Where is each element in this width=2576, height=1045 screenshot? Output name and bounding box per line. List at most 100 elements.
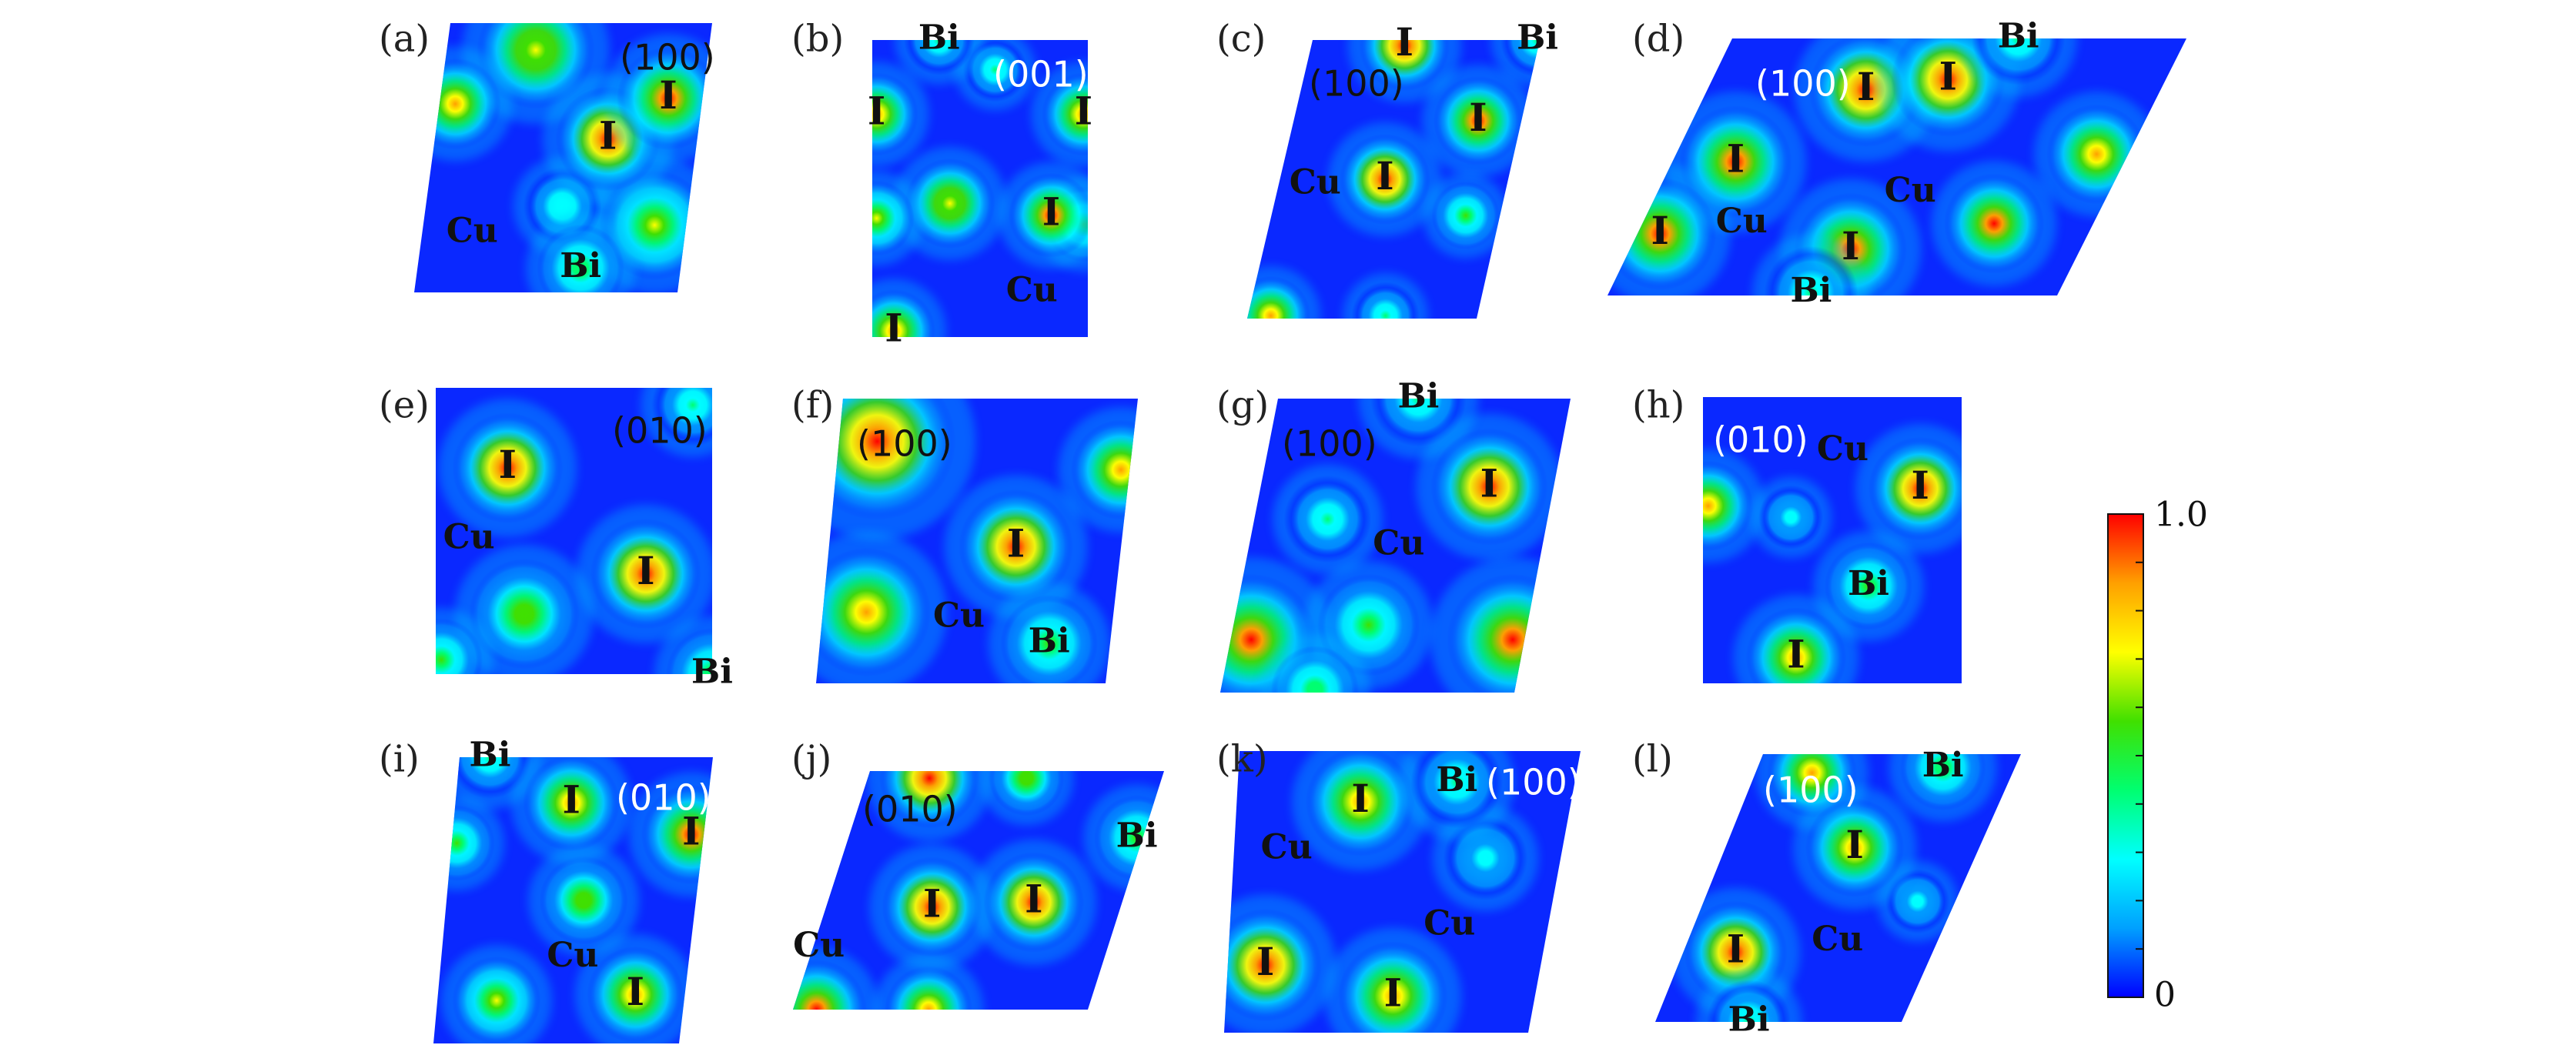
density-peak bbox=[1868, 436, 1962, 541]
atom-label-i: I bbox=[1480, 461, 1498, 506]
density-peak bbox=[1042, 72, 1088, 156]
atom-label-i: I bbox=[1845, 822, 1863, 867]
panel-label-e: (e) bbox=[379, 384, 430, 427]
atom-label-i: I bbox=[1469, 95, 1487, 140]
atom-label-i: I bbox=[885, 305, 902, 350]
density-peak bbox=[872, 289, 936, 337]
density-contours-e bbox=[436, 388, 712, 674]
density-contours-g bbox=[1220, 399, 1571, 693]
density-peak bbox=[1805, 798, 1905, 897]
atom-label-cu: Cu bbox=[1885, 171, 1936, 210]
density-peak bbox=[983, 852, 1084, 953]
atom-label-cu: Cu bbox=[1006, 271, 1058, 310]
atom-label-i: I bbox=[562, 777, 580, 823]
atom-label-bi: Bi bbox=[1848, 564, 1889, 603]
plane-label-e: (010) bbox=[612, 410, 708, 452]
atom-label-cu: Cu bbox=[1261, 828, 1313, 867]
density-peak bbox=[885, 965, 973, 1010]
panel-label-i: (i) bbox=[379, 738, 420, 781]
atom-label-bi: Bi bbox=[560, 246, 601, 285]
panel-l: (l) (100) Bi I Cu I Bi bbox=[1632, 738, 2021, 1040]
density-peak bbox=[1410, 751, 1504, 829]
plane-label-i: (010) bbox=[616, 777, 711, 819]
atom-label-bi: Bi bbox=[1436, 760, 1477, 800]
density-peak bbox=[1306, 751, 1416, 856]
density-peak bbox=[903, 40, 975, 75]
density-peak bbox=[1706, 980, 1791, 1022]
atom-label-cu: Cu bbox=[933, 596, 985, 635]
atom-label-bi: Bi bbox=[470, 736, 511, 775]
atom-label-i: I bbox=[1007, 520, 1025, 566]
plane-label-g: (100) bbox=[1282, 423, 1377, 465]
density-contours-a bbox=[414, 23, 712, 292]
density-contours-k bbox=[1224, 751, 1539, 1033]
atom-label-cu: Cu bbox=[443, 518, 495, 557]
density-peak bbox=[1283, 475, 1372, 563]
atom-label-cu: Cu bbox=[1817, 429, 1868, 469]
atom-label-i: I bbox=[659, 72, 677, 118]
panel-g: (g) (100) Bi I Cu bbox=[1216, 377, 1571, 693]
panel-label-c: (c) bbox=[1216, 18, 1266, 61]
density-peak bbox=[590, 519, 701, 629]
density-peak bbox=[539, 856, 628, 945]
density-contours-h bbox=[1703, 424, 1962, 683]
density-peak bbox=[617, 47, 712, 150]
density-peak bbox=[1500, 40, 1540, 78]
density-peak bbox=[872, 72, 918, 156]
panel-j: (j) (010) Bi I I Cu bbox=[791, 738, 1164, 1010]
density-peak bbox=[1270, 646, 1359, 693]
colorbar: 1.00 bbox=[2107, 496, 2208, 1015]
density-peak bbox=[523, 757, 621, 852]
atom-label-cu: Cu bbox=[1423, 903, 1475, 943]
density-peak bbox=[1224, 908, 1322, 1022]
atom-label-cu: Cu bbox=[547, 936, 598, 975]
panel-b: (b) (001) Bi I I I Cu I bbox=[791, 18, 1092, 351]
atom-label-i: I bbox=[1842, 223, 1859, 269]
density-contours-j bbox=[793, 771, 1164, 1010]
atom-label-bi: Bi bbox=[1517, 18, 1558, 58]
atom-label-cu: Cu bbox=[1290, 163, 1341, 202]
panel-a: (a) (100)II Cu Bi bbox=[379, 18, 715, 292]
plane-label-c: (100) bbox=[1309, 63, 1404, 105]
atom-label-i: I bbox=[1351, 776, 1369, 821]
panel-label-k: (k) bbox=[1216, 738, 1268, 781]
density-peak bbox=[1703, 460, 1754, 552]
colorbar-min-label: 0 bbox=[2154, 976, 2176, 1015]
atom-label-i: I bbox=[637, 548, 654, 593]
density-peak bbox=[816, 547, 932, 677]
atom-label-i: I bbox=[682, 808, 700, 853]
plane-label-h: (010) bbox=[1713, 419, 1808, 461]
atom-label-cu: Cu bbox=[793, 926, 845, 965]
plane-label-k: (100) bbox=[1486, 762, 1581, 803]
panel-f: (f) (100) I Cu Bi bbox=[791, 384, 1138, 683]
density-peak bbox=[1009, 172, 1088, 258]
panel-k: (k) (100) I Bi Cu Cu I I bbox=[1216, 738, 1581, 1033]
atom-label-bi: Bi bbox=[691, 653, 733, 692]
atom-label-bi: Bi bbox=[1922, 746, 1964, 785]
density-peak bbox=[958, 489, 1073, 604]
density-peak bbox=[1971, 38, 2066, 85]
density-contours-c bbox=[1247, 40, 1540, 319]
density-peak bbox=[1359, 40, 1450, 92]
colorbar-max-label: 1.0 bbox=[2154, 496, 2208, 535]
plane-label-j: (010) bbox=[862, 789, 958, 830]
atom-label-bi: Bi bbox=[1998, 17, 2039, 56]
atom-label-i: I bbox=[1075, 88, 1092, 134]
density-peak bbox=[1351, 282, 1420, 319]
density-peak bbox=[448, 757, 532, 799]
atom-label-i: I bbox=[1857, 64, 1875, 109]
atom-label-bi: Bi bbox=[1029, 622, 1070, 661]
atom-label-i: I bbox=[1651, 208, 1668, 253]
density-peak bbox=[1339, 134, 1430, 225]
density-peak bbox=[537, 224, 624, 292]
panel-h: (h) (010) Cu I Bi I bbox=[1632, 384, 1962, 683]
density-peak bbox=[882, 856, 982, 957]
atom-label-i: I bbox=[868, 88, 885, 134]
density-contours-l bbox=[1671, 754, 1997, 1022]
panel-label-l: (l) bbox=[1632, 738, 1673, 781]
atom-label-i: I bbox=[923, 881, 941, 926]
density-peak bbox=[1071, 419, 1138, 520]
